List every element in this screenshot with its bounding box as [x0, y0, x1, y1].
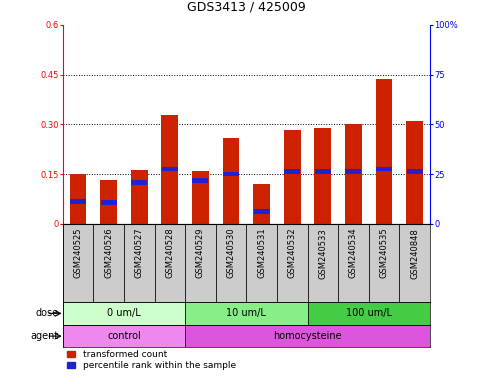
Text: GDS3413 / 425009: GDS3413 / 425009: [187, 0, 306, 13]
Bar: [308, 224, 338, 302]
Bar: [315, 169, 331, 174]
Bar: [192, 179, 209, 183]
Bar: [63, 325, 185, 348]
Bar: [100, 180, 117, 224]
Bar: [162, 167, 178, 172]
Bar: [284, 169, 300, 174]
Bar: [131, 170, 148, 224]
Bar: [63, 224, 93, 302]
Bar: [223, 138, 240, 224]
Bar: [100, 200, 117, 205]
Bar: [185, 224, 216, 302]
Bar: [93, 224, 124, 302]
Text: GSM240531: GSM240531: [257, 228, 266, 278]
Text: GSM240534: GSM240534: [349, 228, 358, 278]
Bar: [284, 130, 300, 224]
Legend: transformed count, percentile rank within the sample: transformed count, percentile rank withi…: [67, 350, 236, 370]
Bar: [308, 302, 430, 325]
Text: GSM240526: GSM240526: [104, 228, 113, 278]
Bar: [369, 224, 399, 302]
Text: GSM240525: GSM240525: [73, 228, 83, 278]
Text: control: control: [107, 331, 141, 341]
Text: 10 um/L: 10 um/L: [227, 308, 266, 318]
Bar: [407, 169, 423, 174]
Text: GSM240848: GSM240848: [410, 228, 419, 278]
Bar: [63, 302, 185, 325]
Bar: [376, 79, 392, 224]
Bar: [70, 174, 86, 224]
Bar: [185, 302, 308, 325]
Bar: [216, 224, 246, 302]
Text: GSM240527: GSM240527: [135, 228, 144, 278]
Bar: [345, 169, 361, 174]
Text: GSM240529: GSM240529: [196, 228, 205, 278]
Bar: [254, 209, 270, 214]
Bar: [406, 121, 423, 224]
Bar: [246, 224, 277, 302]
Bar: [376, 167, 392, 172]
Bar: [345, 124, 362, 224]
Bar: [223, 172, 239, 177]
Text: homocysteine: homocysteine: [273, 331, 342, 341]
Bar: [124, 224, 155, 302]
Bar: [314, 128, 331, 224]
Text: GSM240532: GSM240532: [288, 228, 297, 278]
Bar: [277, 224, 308, 302]
Text: GSM240533: GSM240533: [318, 228, 327, 278]
Bar: [192, 171, 209, 224]
Bar: [338, 224, 369, 302]
Text: dose: dose: [36, 308, 59, 318]
Bar: [70, 199, 86, 204]
Bar: [253, 184, 270, 224]
Text: 100 um/L: 100 um/L: [346, 308, 392, 318]
Text: GSM240535: GSM240535: [380, 228, 388, 278]
Text: GSM240528: GSM240528: [165, 228, 174, 278]
Text: GSM240530: GSM240530: [227, 228, 236, 278]
Bar: [185, 325, 430, 348]
Bar: [131, 180, 147, 185]
Bar: [399, 224, 430, 302]
Bar: [161, 115, 178, 224]
Text: agent: agent: [31, 331, 59, 341]
Bar: [155, 224, 185, 302]
Text: 0 um/L: 0 um/L: [107, 308, 141, 318]
